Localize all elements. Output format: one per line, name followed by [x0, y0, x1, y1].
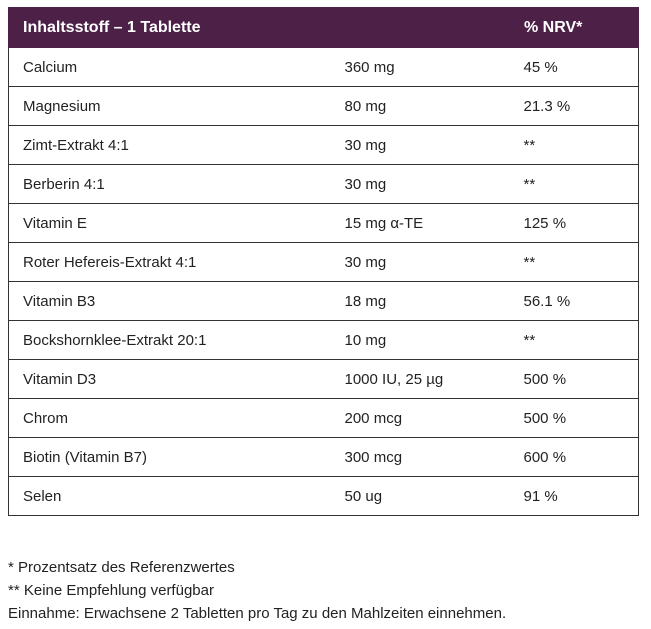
nrv-cell: **	[509, 125, 639, 165]
table-row: Vitamin E 15 mg α-TE 125 %	[8, 203, 639, 243]
table-row: Biotin (Vitamin B7) 300 mcg 600 %	[8, 437, 639, 477]
amount-cell: 30 mg	[330, 125, 510, 165]
ingredient-cell: Biotin (Vitamin B7)	[8, 437, 331, 477]
amount-cell: 300 mcg	[330, 437, 510, 477]
no-recommendation-footnote: ** Keine Empfehlung verfügbar	[8, 582, 214, 599]
ingredient-cell: Berberin 4:1	[8, 164, 331, 204]
table-row: Roter Hefereis-Extrakt 4:1 30 mg **	[8, 242, 639, 282]
ingredient-cell: Roter Hefereis-Extrakt 4:1	[8, 242, 331, 282]
table-row: Vitamin B3 18 mg 56.1 %	[8, 281, 639, 321]
table-row: Magnesium 80 mg 21.3 %	[8, 86, 639, 126]
amount-cell: 30 mg	[330, 242, 510, 282]
ingredient-cell: Vitamin E	[8, 203, 331, 243]
ingredient-cell: Vitamin D3	[8, 359, 331, 399]
table-row: Selen 50 ug 91 %	[8, 476, 639, 516]
amount-cell: 1000 IU, 25 µg	[330, 359, 510, 399]
header-ingredient: Inhaltsstoff – 1 Tablette	[8, 7, 331, 48]
nrv-footnote: * Prozentsatz des Referenzwertes	[8, 559, 235, 576]
nrv-cell: 500 %	[509, 359, 639, 399]
ingredient-cell: Bockshornklee-Extrakt 20:1	[8, 320, 331, 360]
nrv-cell: 45 %	[509, 47, 639, 87]
footnotes: * Prozentsatz des Referenzwertes ** Kein…	[8, 556, 506, 625]
table-header: Inhaltsstoff – 1 Tablette % NRV*	[8, 7, 639, 48]
amount-cell: 30 mg	[330, 164, 510, 204]
amount-cell: 200 mcg	[330, 398, 510, 438]
amount-cell: 10 mg	[330, 320, 510, 360]
nrv-cell: **	[509, 164, 639, 204]
nrv-cell: 600 %	[509, 437, 639, 477]
table-row: Berberin 4:1 30 mg **	[8, 164, 639, 204]
nrv-cell: **	[509, 320, 639, 360]
table-body: Calcium 360 mg 45 % Magnesium 80 mg 21.3 % Zim…	[8, 47, 639, 516]
ingredient-cell: Magnesium	[8, 86, 331, 126]
table-row: Chrom 200 mcg 500 %	[8, 398, 639, 438]
nrv-cell: 91 %	[509, 476, 639, 516]
intake-instructions: Einnahme: Erwachsene 2 Tabletten pro Tag…	[8, 605, 507, 622]
table-row: Vitamin D3 1000 IU, 25 µg 500 %	[8, 359, 639, 399]
amount-cell: 50 ug	[330, 476, 510, 516]
ingredient-cell: Calcium	[8, 47, 331, 87]
amount-cell: 15 mg α-TE	[330, 203, 510, 243]
nrv-cell: 125 %	[509, 203, 639, 243]
ingredient-cell: Vitamin B3	[8, 281, 331, 321]
amount-cell: 360 mg	[330, 47, 510, 87]
ingredient-cell: Zimt-Extrakt 4:1	[8, 125, 331, 165]
nrv-cell: 56.1 %	[509, 281, 639, 321]
ingredient-cell: Chrom	[8, 398, 331, 438]
amount-cell: 18 mg	[330, 281, 510, 321]
table-row: Bockshornklee-Extrakt 20:1 10 mg **	[8, 320, 639, 360]
table-row: Zimt-Extrakt 4:1 30 mg **	[8, 125, 639, 165]
ingredient-cell: Selen	[8, 476, 331, 516]
nrv-cell: 21.3 %	[509, 86, 639, 126]
nrv-cell: 500 %	[509, 398, 639, 438]
table-row: Calcium 360 mg 45 %	[8, 47, 639, 87]
header-nrv: % NRV*	[509, 7, 639, 48]
header-row: Inhaltsstoff – 1 Tablette % NRV*	[8, 7, 639, 48]
nutrient-table: Inhaltsstoff – 1 Tablette % NRV* Calcium…	[8, 7, 639, 516]
amount-cell: 80 mg	[330, 86, 510, 126]
nrv-cell: **	[509, 242, 639, 282]
header-amount	[330, 7, 510, 48]
